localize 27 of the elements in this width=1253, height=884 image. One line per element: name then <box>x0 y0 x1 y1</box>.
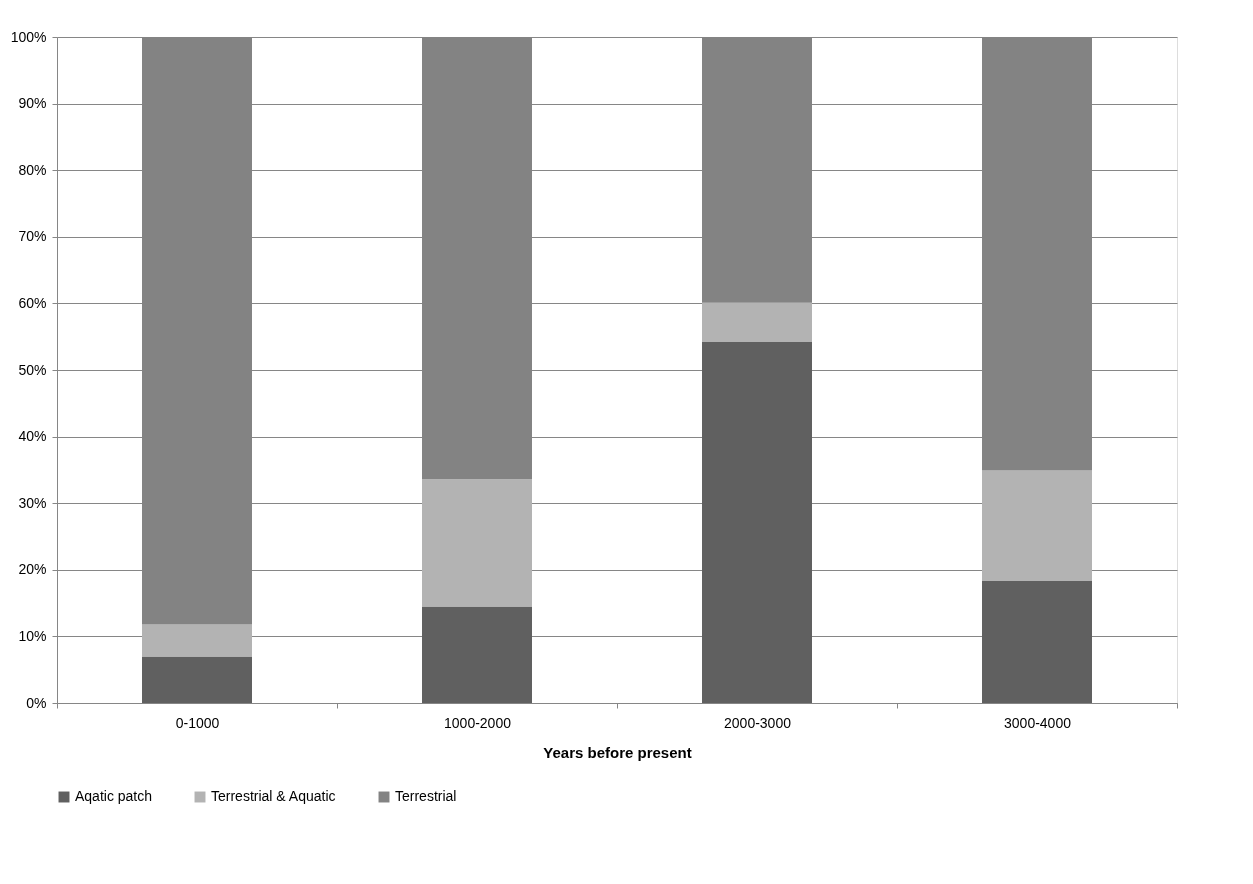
legend-label: Terrestrial & Aquatic <box>211 788 336 804</box>
x-tick-label: 0-1000 <box>175 714 220 731</box>
y-tick-label: 90% <box>18 95 47 112</box>
legend-label: Terrestrial <box>395 788 457 804</box>
x-tick-label: 3000-4000 <box>1004 714 1072 731</box>
bar <box>702 342 812 703</box>
bar <box>142 624 252 657</box>
bar <box>142 656 252 703</box>
x-tick-label: 1000-2000 <box>444 714 512 731</box>
bar <box>422 606 532 703</box>
y-tick-label: 100% <box>10 28 47 45</box>
x-axis-title: Years before present <box>543 743 692 761</box>
y-tick-label: 60% <box>18 294 47 311</box>
y-tick-label: 50% <box>18 361 47 378</box>
bar <box>982 581 1092 703</box>
legend-label: Aqatic patch <box>75 788 153 804</box>
y-tick-label: 20% <box>18 561 47 578</box>
bar <box>982 470 1092 582</box>
y-tick-label: 30% <box>18 494 47 511</box>
bar <box>702 302 812 343</box>
y-tick-label: 40% <box>18 428 47 445</box>
y-tick-label: 70% <box>18 228 47 245</box>
y-tick-label: 0% <box>26 694 47 711</box>
y-tick-label: 10% <box>18 627 47 644</box>
x-tick-label: 2000-3000 <box>724 714 792 731</box>
bar <box>422 479 532 607</box>
y-tick-label: 80% <box>18 161 47 178</box>
